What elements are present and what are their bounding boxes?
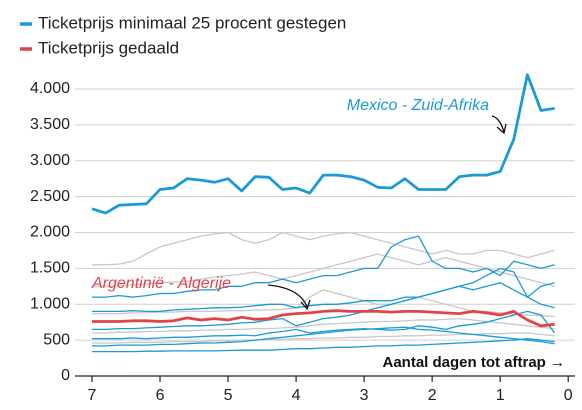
line [92, 326, 555, 347]
line [92, 332, 555, 344]
y-tick-label: 3.500 [30, 116, 70, 133]
line [92, 309, 555, 328]
annotation: Argentinië - Algerije [91, 275, 231, 292]
x-tick-label: 4 [292, 387, 301, 404]
x-tick-label: 0 [564, 387, 573, 404]
line [92, 310, 556, 340]
y-tick-label: 2.500 [30, 188, 70, 205]
annotation-arrowhead [496, 123, 507, 135]
line [92, 282, 555, 331]
annotation-arrowhead [300, 299, 311, 311]
x-tick-label: 7 [88, 387, 97, 404]
legend-label: Ticketprijs gedaald [38, 38, 179, 57]
line [92, 235, 555, 298]
y-tick-label: 4.000 [30, 80, 70, 97]
x-tick-label: 2 [428, 387, 437, 404]
line [91, 73, 555, 215]
lines [91, 73, 556, 353]
x-tick-label: 1 [496, 387, 505, 404]
x-tick-label: 3 [360, 387, 369, 404]
axes: 0 500 1.000 1.500 2.000 2.500 3.000 3.500 4.000 7… [30, 80, 575, 404]
y-tick-label: 1.500 [30, 260, 70, 277]
y-tick-label: 0 [61, 367, 70, 384]
annotation-arrow [491, 115, 505, 133]
y-tick-label: 3.000 [30, 152, 70, 169]
y-tick-label: 500 [43, 331, 70, 348]
line [92, 253, 555, 287]
annotation: Aantal dagen tot aftrap → [382, 354, 565, 371]
x-tick-label: 5 [224, 387, 233, 404]
annotation-arrow [267, 284, 308, 308]
line [92, 267, 555, 313]
line [92, 317, 555, 334]
line [92, 231, 555, 266]
grid [75, 88, 575, 377]
legend-label: Ticketprijs minimaal 25 procent gestegen [38, 13, 346, 32]
legend: Ticketprijs minimaal 25 procent gestegen… [20, 13, 346, 57]
x-tick-label: 6 [156, 387, 165, 404]
line [92, 338, 555, 353]
y-tick-label: 2.000 [30, 224, 70, 241]
y-tick-label: 1.000 [30, 295, 70, 312]
annotation: Mexico - Zuid-Afrika [347, 97, 489, 114]
